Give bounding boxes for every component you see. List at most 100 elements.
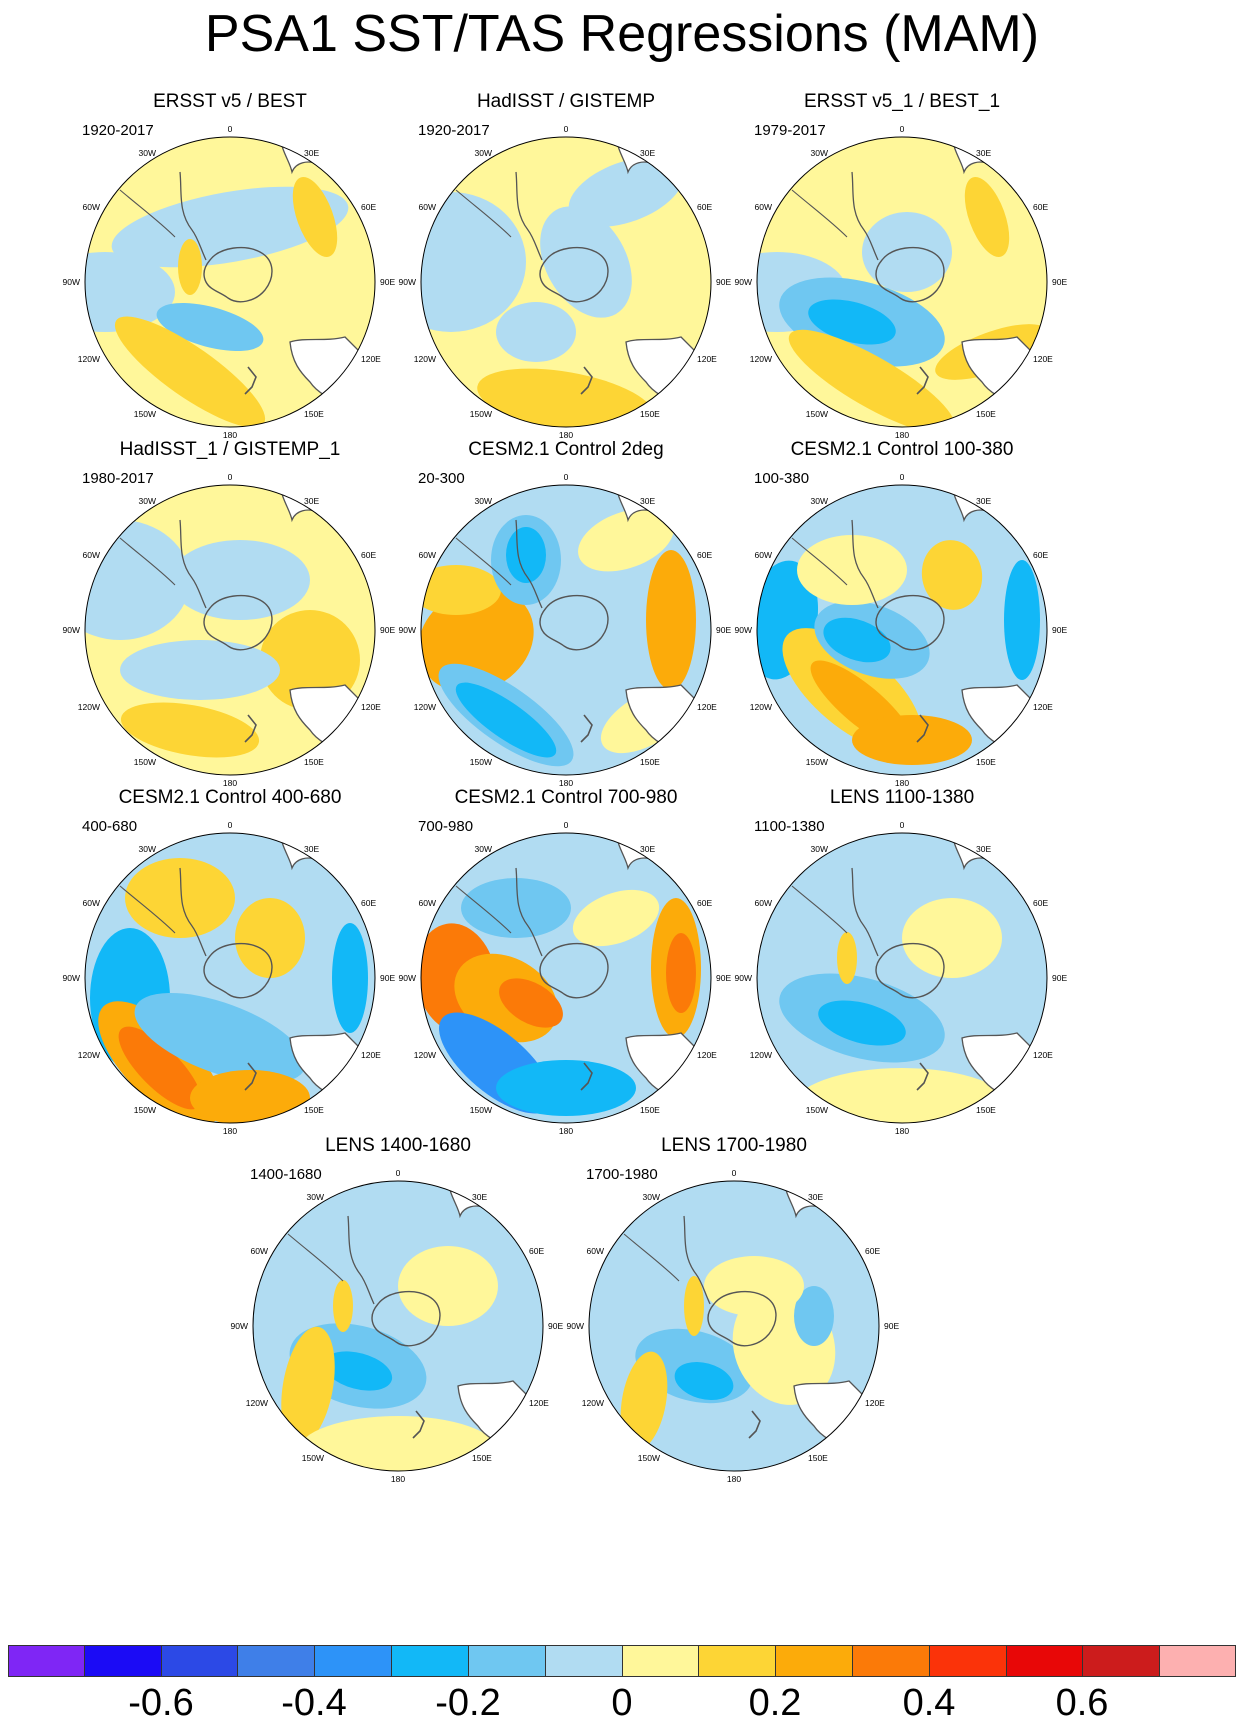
map-border [84, 484, 376, 776]
antarctica-outline [203, 594, 273, 651]
longitude-label: 150W [638, 1453, 660, 1463]
contour-region [85, 520, 190, 640]
contour-region [797, 535, 907, 605]
contour-region [292, 177, 338, 257]
longitude-label: 180 [559, 430, 573, 440]
polar-map-svg: 0 180 30W 30E 60W 60E 90W 90E 120W 120E 150W 150E [735, 472, 1068, 788]
colorbar-tick-label: 0.4 [902, 1682, 956, 1724]
south-america-outline [851, 519, 879, 609]
longitude-label: 30W [139, 844, 156, 854]
longitude-label: 120E [361, 1050, 381, 1060]
polar-map-svg: 0 180 30W 30E 60W 60E 90W 90E 120W 120E 150W 150E [63, 124, 396, 440]
longitude-label: 30W [643, 1192, 660, 1202]
colorbar-tick-label: -0.6 [128, 1682, 194, 1724]
map-panel: CESM2.1 Control 100-380 100-380 0 180 30W 3… [732, 438, 1072, 798]
contour-region [568, 157, 684, 227]
contour-region [111, 186, 349, 268]
longitude-label: 150E [976, 1105, 996, 1115]
south-america-outline [515, 519, 543, 609]
panel-period: 20-300 [418, 470, 465, 488]
contour-region [118, 1026, 202, 1110]
panel-period: 1979-2017 [754, 122, 826, 140]
contour-region [333, 1280, 353, 1332]
longitude-label: 60W [587, 1246, 604, 1256]
panel-period: 700-980 [418, 818, 474, 836]
colorbar-cell [699, 1645, 777, 1677]
polar-map: 0 180 30W 30E 60W 60E 90W 90E 120W 120E 150W 150E [732, 808, 1072, 1153]
colorbar-cell [852, 1645, 930, 1677]
panel-title: LENS 1100-1380 [829, 787, 975, 808]
longitude-label: 180 [895, 778, 909, 788]
contour-region [620, 1351, 668, 1451]
longitude-label: 150W [806, 757, 828, 767]
antarctica-outline [539, 942, 609, 999]
map-border [84, 136, 376, 428]
coastline [455, 537, 512, 586]
south-america-outline [179, 171, 207, 261]
contour-region [788, 329, 956, 427]
longitude-label: 60W [419, 202, 436, 212]
polar-map-svg: 0 180 30W 30E 60W 60E 90W 90E 120W 120E 150W 150E [63, 472, 396, 788]
new-zealand-outline [244, 714, 257, 743]
panel-title: CESM2.1 Control 2deg [468, 439, 664, 460]
contour-region [823, 617, 891, 663]
longitude-label: 120W [750, 702, 772, 712]
longitude-label: 90E [716, 277, 731, 287]
contour-region [852, 715, 972, 765]
longitude-label: 90W [735, 625, 752, 635]
contour-region [818, 1000, 906, 1046]
longitude-label: 90W [735, 973, 752, 983]
longitude-label: 120E [1033, 702, 1053, 712]
longitude-label: 150W [302, 1453, 324, 1463]
longitude-label: 30E [976, 148, 991, 158]
longitude-label: 30E [976, 844, 991, 854]
longitude-label: 60E [865, 1246, 880, 1256]
colorbar-tick-label: 0 [611, 1682, 633, 1724]
new-zealand-outline [916, 366, 929, 395]
polar-map: 0 180 30W 30E 60W 60E 90W 90E 120W 120E 150W 150E [564, 1156, 904, 1501]
contour-region [477, 368, 655, 427]
longitude-label: 90W [63, 625, 80, 635]
new-zealand-outline [244, 1062, 257, 1091]
longitude-label: 60W [83, 202, 100, 212]
colorbar-cell [1160, 1645, 1236, 1677]
contour-region [1004, 560, 1040, 680]
panel-title: LENS 1700-1980 [661, 1135, 807, 1156]
longitude-label: 60W [755, 202, 772, 212]
longitude-label: 180 [727, 1474, 741, 1484]
polar-map: 0 180 30W 30E 60W 60E 90W 90E 120W 120E 150W 150E [228, 1156, 568, 1501]
contour-region [134, 992, 306, 1084]
longitude-label: 30E [304, 496, 319, 506]
longitude-label: 60W [419, 550, 436, 560]
longitude-label: 150E [304, 409, 324, 419]
contour-region [674, 1361, 734, 1401]
longitude-label: 90E [380, 973, 395, 983]
longitude-label: 150W [470, 409, 492, 419]
longitude-label: 150E [640, 1105, 660, 1115]
longitude-label: 180 [559, 1126, 573, 1136]
longitude-label: 150E [640, 757, 660, 767]
coastline [791, 189, 848, 238]
contour-region [666, 933, 696, 1013]
antarctica-outline [707, 1290, 777, 1347]
contour-region [178, 239, 202, 295]
polar-map: 0 180 30W 30E 60W 60E 90W 90E 120W 120E 150W 150E [60, 112, 400, 457]
longitude-label: 60W [83, 550, 100, 560]
coastline [791, 537, 848, 586]
new-zealand-outline [580, 1062, 593, 1091]
coastline [455, 189, 512, 238]
longitude-label: 120W [78, 1050, 100, 1060]
longitude-label: 120E [529, 1398, 549, 1408]
contour-region [190, 1070, 310, 1123]
longitude-label: 60W [755, 898, 772, 908]
longitude-label: 120E [697, 702, 717, 712]
map-panel: HadISST / GISTEMP 1920-2017 0 180 30W 30E 60… [396, 90, 736, 450]
map-border [420, 136, 712, 428]
contour-region [808, 299, 896, 345]
longitude-label: 90E [380, 277, 395, 287]
longitude-label: 30E [640, 844, 655, 854]
map-panel: ERSST v5 / BEST 1920-2017 0 180 30W 30E 60W 6… [60, 90, 400, 450]
polar-map-svg: 0 180 30W 30E 60W 60E 90W 90E 120W 120E 150W 150E [231, 1168, 564, 1484]
longitude-label: 180 [895, 430, 909, 440]
new-zealand-outline [916, 1062, 929, 1091]
